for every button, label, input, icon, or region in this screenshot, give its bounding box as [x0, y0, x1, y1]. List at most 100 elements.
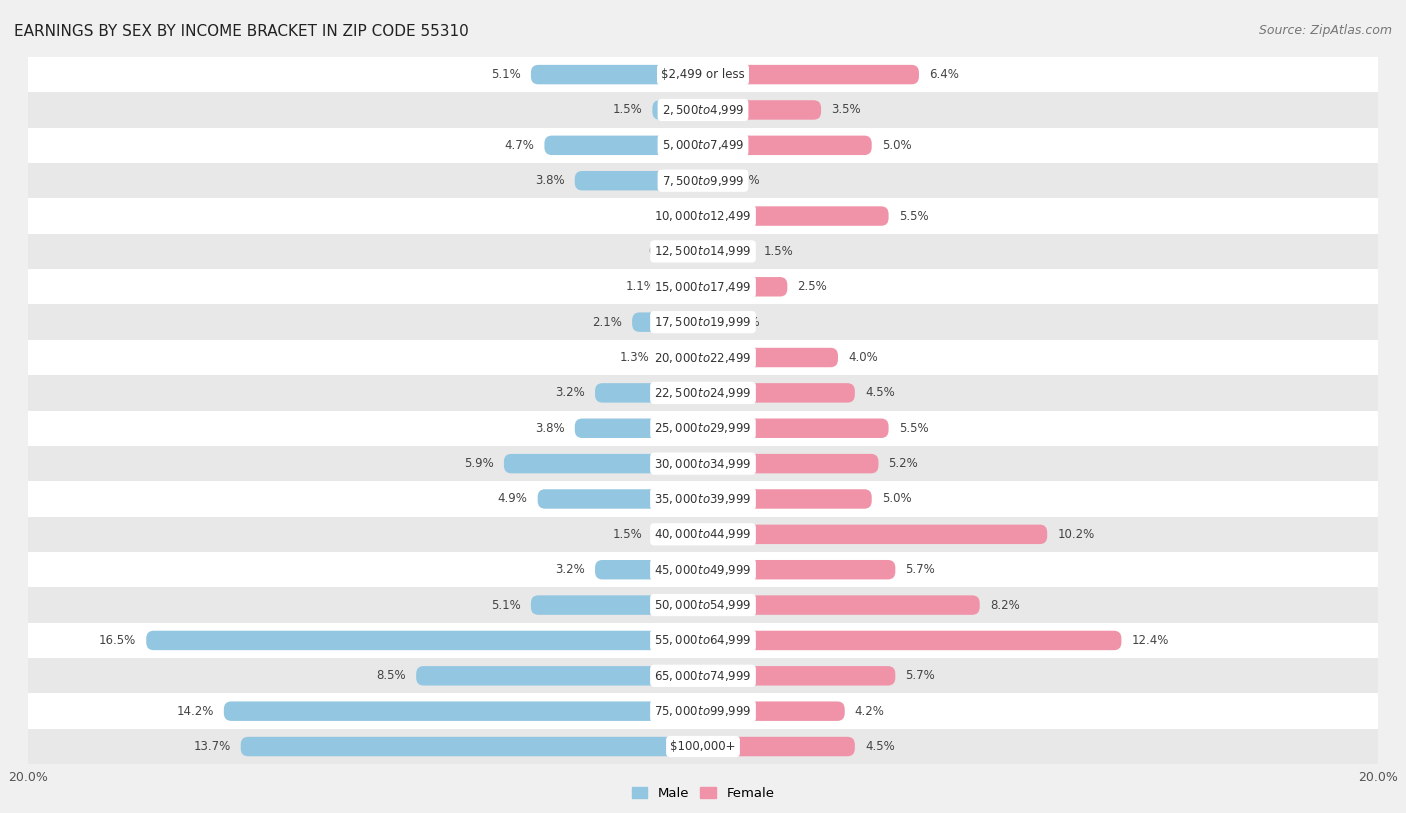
Text: 3.5%: 3.5% — [831, 103, 860, 116]
FancyBboxPatch shape — [703, 207, 889, 226]
Text: $12,500 to $14,999: $12,500 to $14,999 — [654, 245, 752, 259]
Bar — [28, 552, 1378, 587]
Text: $20,000 to $22,499: $20,000 to $22,499 — [654, 350, 752, 364]
Text: $100,000+: $100,000+ — [671, 740, 735, 753]
FancyBboxPatch shape — [503, 454, 703, 473]
FancyBboxPatch shape — [703, 348, 838, 367]
Text: 8.5%: 8.5% — [377, 669, 406, 682]
Text: 5.5%: 5.5% — [898, 210, 928, 223]
FancyBboxPatch shape — [652, 100, 703, 120]
FancyBboxPatch shape — [703, 489, 872, 509]
Text: $17,500 to $19,999: $17,500 to $19,999 — [654, 315, 752, 329]
FancyBboxPatch shape — [240, 737, 703, 756]
Bar — [28, 729, 1378, 764]
FancyBboxPatch shape — [703, 631, 1122, 650]
FancyBboxPatch shape — [659, 348, 703, 367]
Bar — [28, 128, 1378, 163]
Bar — [28, 198, 1378, 234]
FancyBboxPatch shape — [416, 666, 703, 685]
Bar — [28, 269, 1378, 304]
Bar — [28, 92, 1378, 128]
Text: 5.0%: 5.0% — [882, 139, 911, 152]
Text: 14.2%: 14.2% — [176, 705, 214, 718]
Text: 1.5%: 1.5% — [613, 103, 643, 116]
Text: $30,000 to $34,999: $30,000 to $34,999 — [654, 457, 752, 471]
Text: 0.5%: 0.5% — [730, 174, 759, 187]
Text: 10.2%: 10.2% — [1057, 528, 1094, 541]
FancyBboxPatch shape — [537, 489, 703, 509]
Text: $15,000 to $17,499: $15,000 to $17,499 — [654, 280, 752, 293]
Text: 3.8%: 3.8% — [536, 174, 565, 187]
Text: 4.9%: 4.9% — [498, 493, 527, 506]
Text: EARNINGS BY SEX BY INCOME BRACKET IN ZIP CODE 55310: EARNINGS BY SEX BY INCOME BRACKET IN ZIP… — [14, 24, 468, 39]
Text: $35,000 to $39,999: $35,000 to $39,999 — [654, 492, 752, 506]
Text: 5.7%: 5.7% — [905, 669, 935, 682]
Text: 3.8%: 3.8% — [536, 422, 565, 435]
Text: 5.0%: 5.0% — [882, 493, 911, 506]
Text: $10,000 to $12,499: $10,000 to $12,499 — [654, 209, 752, 223]
Text: 8.2%: 8.2% — [990, 598, 1019, 611]
Text: $50,000 to $54,999: $50,000 to $54,999 — [654, 598, 752, 612]
Text: 16.5%: 16.5% — [98, 634, 136, 647]
FancyBboxPatch shape — [595, 560, 703, 580]
Bar — [28, 693, 1378, 729]
Bar — [28, 411, 1378, 446]
Bar — [28, 233, 1378, 269]
Text: 1.5%: 1.5% — [763, 245, 793, 258]
FancyBboxPatch shape — [696, 241, 703, 261]
Text: 3.2%: 3.2% — [555, 563, 585, 576]
Text: $75,000 to $99,999: $75,000 to $99,999 — [654, 704, 752, 718]
Text: $7,500 to $9,999: $7,500 to $9,999 — [662, 174, 744, 188]
FancyBboxPatch shape — [652, 524, 703, 544]
FancyBboxPatch shape — [575, 419, 703, 438]
Text: 4.0%: 4.0% — [848, 351, 877, 364]
Bar — [28, 517, 1378, 552]
Text: 5.7%: 5.7% — [905, 563, 935, 576]
Text: 0.0%: 0.0% — [664, 210, 693, 223]
Bar — [28, 376, 1378, 411]
Bar — [28, 659, 1378, 693]
Bar — [28, 304, 1378, 340]
FancyBboxPatch shape — [703, 65, 920, 85]
FancyBboxPatch shape — [703, 666, 896, 685]
Text: 4.5%: 4.5% — [865, 386, 894, 399]
Text: $40,000 to $44,999: $40,000 to $44,999 — [654, 528, 752, 541]
FancyBboxPatch shape — [633, 312, 703, 332]
FancyBboxPatch shape — [703, 241, 754, 261]
Text: 5.2%: 5.2% — [889, 457, 918, 470]
Bar — [28, 446, 1378, 481]
Text: Source: ZipAtlas.com: Source: ZipAtlas.com — [1258, 24, 1392, 37]
Text: 1.5%: 1.5% — [613, 528, 643, 541]
Text: 0.5%: 0.5% — [730, 315, 759, 328]
FancyBboxPatch shape — [703, 595, 980, 615]
FancyBboxPatch shape — [703, 171, 720, 190]
FancyBboxPatch shape — [703, 383, 855, 402]
Text: 13.7%: 13.7% — [194, 740, 231, 753]
Text: 12.4%: 12.4% — [1132, 634, 1168, 647]
Bar — [28, 623, 1378, 659]
Text: 1.1%: 1.1% — [626, 280, 655, 293]
FancyBboxPatch shape — [703, 524, 1047, 544]
Text: $22,500 to $24,999: $22,500 to $24,999 — [654, 386, 752, 400]
FancyBboxPatch shape — [531, 595, 703, 615]
FancyBboxPatch shape — [703, 312, 720, 332]
Bar — [28, 57, 1378, 92]
Text: 1.3%: 1.3% — [619, 351, 650, 364]
Text: 5.1%: 5.1% — [491, 598, 520, 611]
Text: 4.2%: 4.2% — [855, 705, 884, 718]
Text: 4.7%: 4.7% — [505, 139, 534, 152]
FancyBboxPatch shape — [703, 100, 821, 120]
Text: 5.9%: 5.9% — [464, 457, 494, 470]
FancyBboxPatch shape — [703, 737, 855, 756]
Text: $5,000 to $7,499: $5,000 to $7,499 — [662, 138, 744, 152]
Text: $55,000 to $64,999: $55,000 to $64,999 — [654, 633, 752, 647]
Legend: Male, Female: Male, Female — [631, 787, 775, 800]
Text: $2,499 or less: $2,499 or less — [661, 68, 745, 81]
FancyBboxPatch shape — [703, 454, 879, 473]
FancyBboxPatch shape — [703, 136, 872, 155]
FancyBboxPatch shape — [595, 383, 703, 402]
FancyBboxPatch shape — [146, 631, 703, 650]
Text: 6.4%: 6.4% — [929, 68, 959, 81]
FancyBboxPatch shape — [666, 277, 703, 297]
FancyBboxPatch shape — [575, 171, 703, 190]
